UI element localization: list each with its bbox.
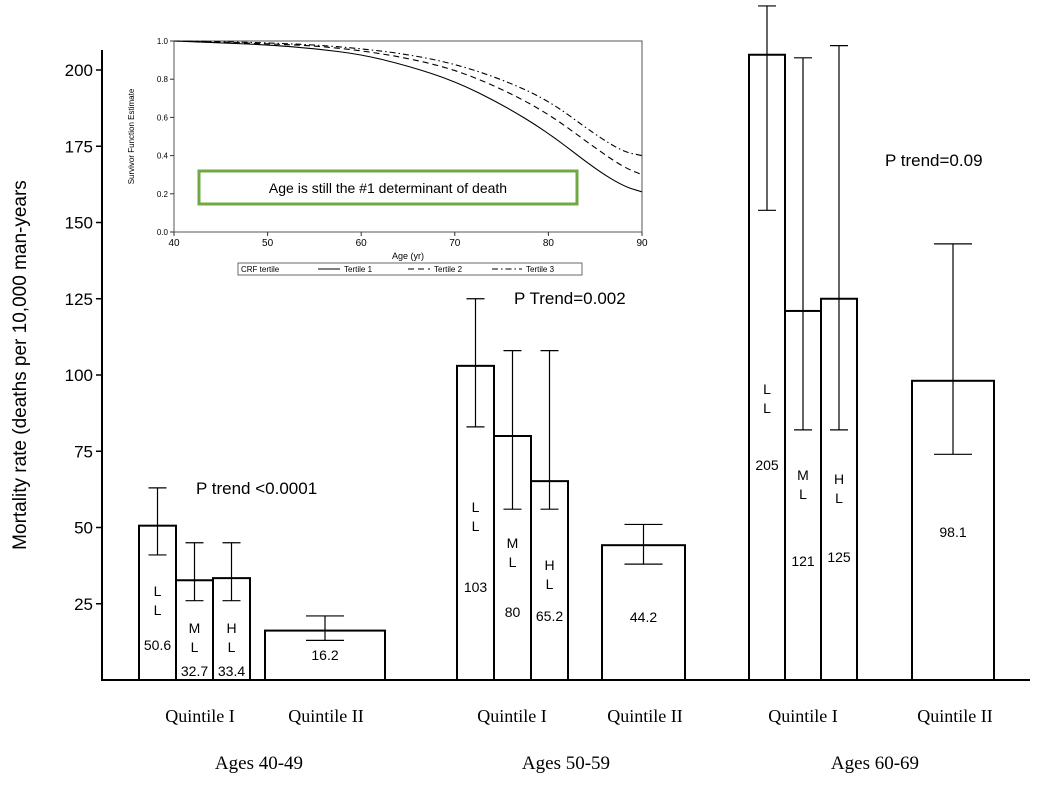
bar-value-label: 125 — [827, 549, 851, 565]
bar-value-label: 121 — [791, 553, 815, 569]
inset-y-tick-label: 0.6 — [157, 113, 169, 122]
bar-code-letter: L — [546, 576, 554, 592]
bar-code-letter: H — [544, 557, 554, 573]
bar-value-label: 65.2 — [536, 608, 563, 624]
inset-series-line — [173, 40, 643, 157]
bar-code-letter: L — [799, 486, 807, 502]
y-tick-label: 100 — [65, 366, 93, 385]
y-tick-label: 200 — [65, 61, 93, 80]
bar-code-letter: L — [835, 490, 843, 506]
inset-x-tick-label: 50 — [262, 238, 274, 249]
age-group-label: Ages 40-49 — [215, 753, 303, 774]
inset-x-tick-label: 60 — [356, 238, 368, 249]
inset-series-line — [173, 40, 643, 193]
bar-code-letter: M — [189, 620, 201, 636]
inset-x-tick-label: 70 — [449, 238, 461, 249]
bar-value-label: 16.2 — [311, 647, 338, 663]
bar-code-letter: L — [154, 602, 162, 618]
y-axis-title: Mortality rate (deaths per 10,000 man-ye… — [10, 180, 31, 550]
inset-x-tick-label: 90 — [636, 238, 648, 249]
main-bars — [138, 5, 995, 682]
bar-code-letter: M — [507, 535, 519, 551]
category-label: Quintile I — [477, 706, 547, 726]
p-trend-annotation: P Trend=0.002 — [514, 289, 626, 308]
inset-y-tick-label: 0.0 — [157, 228, 169, 237]
bar-code-letter: L — [509, 554, 517, 570]
bar — [601, 544, 686, 681]
bar-value-label: 205 — [755, 457, 779, 473]
bar-value-label: 32.7 — [181, 663, 208, 679]
inset-legend-label: Tertile 3 — [526, 265, 555, 274]
inset-series-line — [173, 40, 643, 176]
age-group-label: Ages 60-69 — [831, 753, 919, 774]
inset-y-tick-label: 1.0 — [157, 37, 169, 46]
bar-value-label: 103 — [464, 579, 488, 595]
bar-value-label: 44.2 — [630, 609, 657, 625]
p-trend-annotation: P trend <0.0001 — [196, 479, 317, 498]
y-tick-label: 125 — [65, 290, 93, 309]
category-label: Quintile I — [768, 706, 838, 726]
bar-value-label: 33.4 — [218, 663, 245, 679]
y-tick-label: 50 — [74, 519, 93, 538]
inset-legend-label: Tertile 2 — [434, 265, 463, 274]
inset-y-tick-label: 0.8 — [157, 75, 169, 84]
inset-x-axis-title: Age (yr) — [392, 251, 424, 261]
bar-code-letter: H — [226, 620, 236, 636]
p-trend-annotation: P trend=0.09 — [885, 151, 983, 170]
bar-code-letter: M — [797, 467, 809, 483]
inset-legend-title: CRF tertile — [241, 265, 280, 274]
bar — [175, 579, 214, 682]
y-tick-label: 150 — [65, 214, 93, 233]
age-group-label: Ages 50-59 — [522, 753, 610, 774]
bar-value-label: 80 — [505, 604, 521, 620]
category-label: Quintile II — [288, 706, 363, 726]
bar-code-letter: L — [763, 400, 771, 416]
inset-y-tick-label: 0.4 — [157, 152, 169, 161]
inset-y-tick-label: 0.2 — [157, 190, 169, 199]
bar-code-letter: L — [191, 639, 199, 655]
inset-survival-chart: 40 50 60 70 80 90 0.0 0.2 0.4 0.6 0.8 1.0 Age (yr) Su… — [121, 30, 651, 276]
bar-code-letter: L — [472, 518, 480, 534]
inset-x-tick-label: 80 — [543, 238, 555, 249]
callout-text: Age is still the #1 determinant of death — [269, 180, 507, 196]
main-labels: Mortality rate (deaths per 10,000 man-ye… — [10, 151, 993, 774]
bar-value-label: 98.1 — [939, 524, 966, 540]
bar-value-label: 50.6 — [144, 637, 171, 653]
bar-code-letter: L — [228, 639, 236, 655]
y-tick-label: 25 — [74, 595, 93, 614]
main-axes: 25 50 75 100 125 150 175 200 — [65, 50, 1030, 681]
category-label: Quintile II — [607, 706, 682, 726]
y-tick-label: 175 — [65, 137, 93, 156]
inset-y-axis-title: Survivor Function Estimate — [127, 88, 136, 184]
category-label: Quintile I — [165, 706, 235, 726]
callout-box — [197, 169, 579, 206]
y-tick-label: 75 — [74, 442, 93, 461]
inset-x-tick-label: 40 — [168, 238, 180, 249]
bar-code-letter: L — [154, 583, 162, 599]
bar-code-letter: L — [763, 381, 771, 397]
bar-code-letter: H — [834, 471, 844, 487]
bar-code-letter: L — [472, 499, 480, 515]
category-label: Quintile II — [917, 706, 992, 726]
inset-legend-label: Tertile 1 — [344, 265, 373, 274]
